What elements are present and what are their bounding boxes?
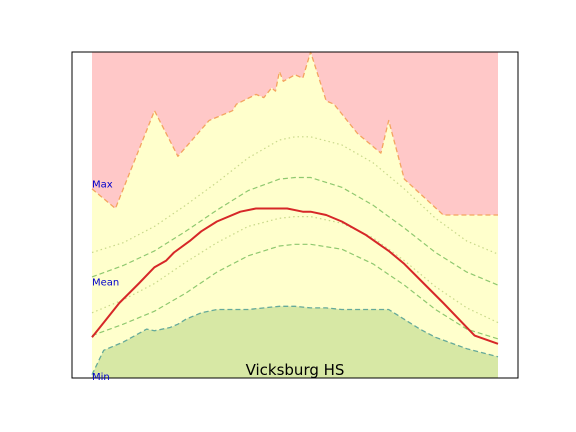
lower-inner-band-line (91, 216, 499, 324)
max-min-region (92, 52, 498, 375)
lower-outer-band-line (91, 243, 499, 340)
upper-inner-band-line (91, 176, 499, 286)
axes-frame (71, 51, 519, 379)
max-line (91, 51, 498, 216)
below-min-region (92, 306, 498, 378)
mean-annotation: Mean (92, 277, 119, 288)
chart-title: Vicksburg HS (246, 361, 345, 379)
mean-line (91, 207, 499, 345)
above-max-region (92, 52, 498, 215)
plot-area (91, 51, 499, 378)
min-line (91, 305, 499, 375)
min-annotation: Min (92, 372, 110, 383)
max-annotation: Max (92, 180, 113, 191)
